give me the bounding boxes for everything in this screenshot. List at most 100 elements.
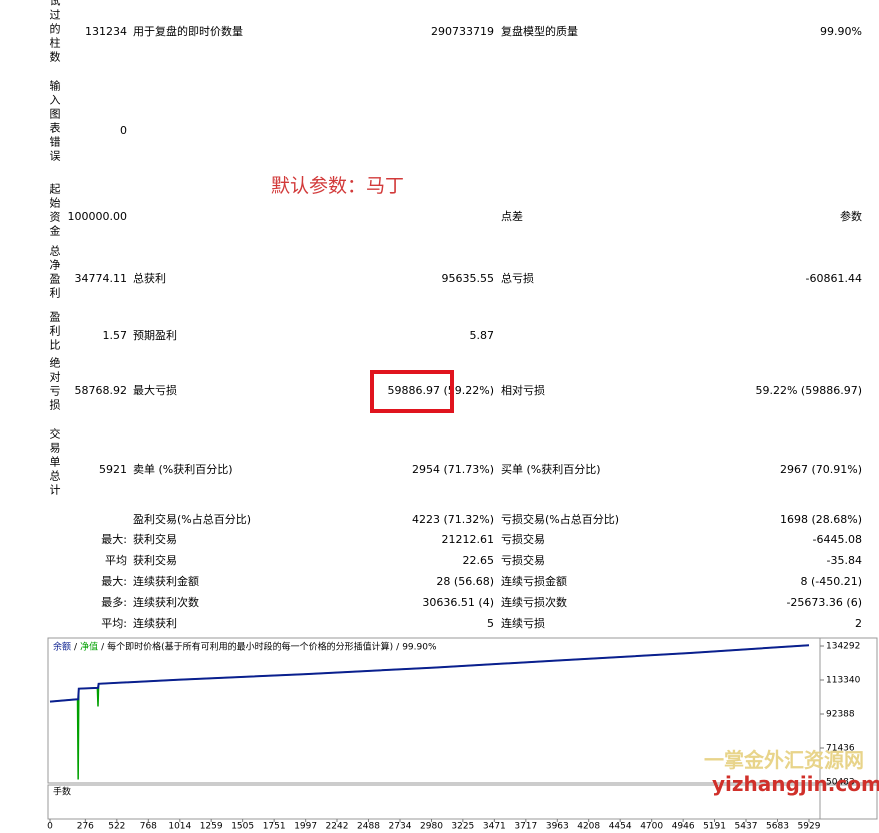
label: 亏损交易 <box>501 533 545 546</box>
y-tick-label: 50483 <box>826 778 855 788</box>
x-tick-label: 1259 <box>200 822 223 832</box>
x-tick-label: 276 <box>77 822 94 832</box>
chart-subtitle: 每个即时价格(基于所有可利用的最小时段的每一个价格的分形插值计算) <box>107 641 393 653</box>
value: 2 <box>855 617 862 630</box>
value: 34774.11 <box>74 272 128 285</box>
x-tick-label: 3963 <box>546 822 569 832</box>
value: 22.65 <box>462 554 495 567</box>
value: 4223 (71.32%) <box>411 513 494 526</box>
value: 1698 (28.68%) <box>779 513 862 526</box>
value: 平均: <box>101 617 127 630</box>
group-label: 总净盈利 <box>48 245 61 301</box>
label: 连续获利金额 <box>133 575 199 588</box>
separator: / <box>101 643 105 653</box>
value: -25673.36 (6) <box>786 596 862 609</box>
value: 99.90% <box>820 25 862 38</box>
label: 连续亏损次数 <box>501 596 567 609</box>
x-tick-label: 4946 <box>672 822 695 832</box>
label: 用于复盘的即时价数量 <box>133 25 243 38</box>
group-label: 测试过的柱数 <box>48 0 61 65</box>
value: 2954 (71.73%) <box>411 463 494 476</box>
x-tick-label: 4454 <box>609 822 632 832</box>
value: 95635.55 <box>441 272 495 285</box>
label: 获利交易 <box>133 554 177 567</box>
x-tick-label: 2734 <box>389 822 412 832</box>
group-label: 起始资金 <box>48 183 61 239</box>
value: 100000.00 <box>67 210 128 223</box>
series-line <box>49 644 810 703</box>
annotation: 默认参数：马丁 <box>271 175 405 197</box>
value: 平均 <box>105 554 127 567</box>
y-tick-label: 71436 <box>826 744 855 754</box>
label: 连续亏损 <box>501 617 545 630</box>
value: 2967 (70.91%) <box>779 463 862 476</box>
value: 290733719 <box>431 25 494 38</box>
separator: / <box>396 643 400 653</box>
x-tick-label: 0 <box>47 822 53 832</box>
group-label: 交易单总计 <box>48 427 61 498</box>
y-tick-label: 113340 <box>826 676 861 686</box>
value: 5 <box>487 617 494 630</box>
value: 5921 <box>99 463 127 476</box>
label: 预期盈利 <box>133 329 177 342</box>
x-tick-label: 3225 <box>451 822 474 832</box>
label: 亏损交易(%占总百分比) <box>501 513 620 526</box>
x-tick-label: 2488 <box>357 822 380 832</box>
x-tick-label: 5437 <box>735 822 758 832</box>
label: 连续获利 <box>133 617 177 630</box>
value: 最大: <box>101 533 127 546</box>
label: 亏损交易 <box>501 554 545 567</box>
legend-entry: 余额 <box>53 641 71 653</box>
value: -35.84 <box>826 554 862 567</box>
value: 131234 <box>85 25 127 38</box>
highlight-box <box>370 370 454 413</box>
watermark: yizhangjin.com <box>712 772 879 796</box>
x-tick-label: 5191 <box>703 822 726 832</box>
x-tick-label: 2980 <box>420 822 443 832</box>
value: 1.57 <box>102 329 128 342</box>
lower-panel-label: 手数 <box>53 786 71 798</box>
value: -6445.08 <box>812 533 862 546</box>
value: 5.87 <box>469 329 495 342</box>
separator: / <box>74 643 78 653</box>
label: 最大亏损 <box>133 384 177 397</box>
watermark: 一掌金外汇资源网 <box>704 748 864 772</box>
label: 连续获利次数 <box>133 596 199 609</box>
quality: 99.90% <box>402 643 437 653</box>
value: 59.22% (59886.97) <box>755 384 862 397</box>
value: 21212.61 <box>441 533 495 546</box>
label: 复盘模型的质量 <box>501 25 578 38</box>
label: 点差 <box>501 210 523 223</box>
label: 连续亏损金额 <box>501 575 567 588</box>
value: 28 (56.68) <box>436 575 494 588</box>
value: 最大: <box>101 575 127 588</box>
y-tick-label: 92388 <box>826 710 855 720</box>
value: 最多: <box>101 596 127 609</box>
label: 卖单 (%获利百分比) <box>133 463 233 476</box>
x-tick-label: 1505 <box>231 822 254 832</box>
x-tick-label: 1997 <box>294 822 317 832</box>
label: 买单 (%获利百分比) <box>501 463 601 476</box>
x-tick-label: 2242 <box>326 822 349 832</box>
value: 59886.97 (59.22%) <box>387 384 494 397</box>
x-tick-label: 5683 <box>766 822 789 832</box>
x-tick-label: 3471 <box>483 822 506 832</box>
x-tick-label: 768 <box>140 822 157 832</box>
x-tick-label: 522 <box>108 822 125 832</box>
lower-panel <box>47 784 878 820</box>
value: -60861.44 <box>805 272 862 285</box>
x-tick-label: 4700 <box>640 822 663 832</box>
label: 总获利 <box>133 272 166 285</box>
value: 8 (-450.21) <box>800 575 862 588</box>
group-label: 输入图表错误 <box>48 80 61 164</box>
label: 获利交易 <box>133 533 177 546</box>
x-tick-label: 5929 <box>798 822 821 832</box>
value: 参数 <box>840 210 862 223</box>
value: 58768.92 <box>74 384 128 397</box>
value: 0 <box>120 124 127 137</box>
label: 总亏损 <box>501 272 534 285</box>
x-tick-label: 1751 <box>263 822 286 832</box>
legend-entry: 净值 <box>80 641 98 653</box>
